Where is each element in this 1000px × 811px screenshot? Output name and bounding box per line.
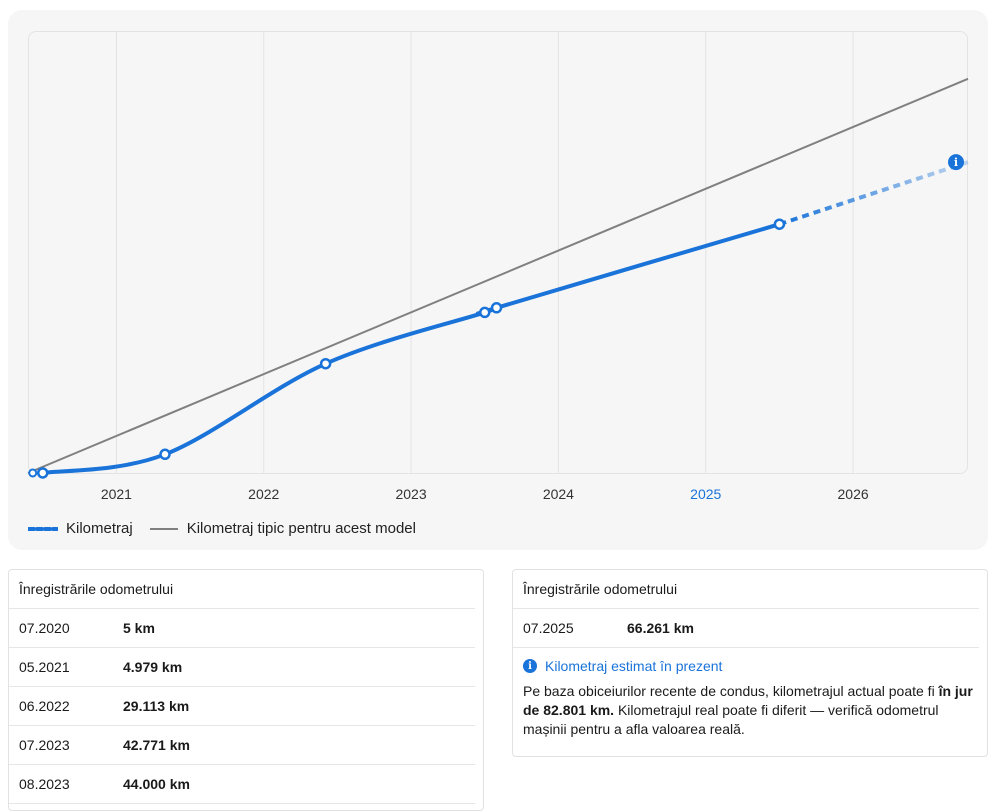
record-date: 08.2023: [19, 776, 70, 792]
record-km: 66.261 km: [627, 620, 694, 636]
record-km: 29.113 km: [123, 698, 190, 714]
x-tick-label-2024: 2024: [543, 486, 574, 502]
info-icon: [948, 154, 964, 171]
table-row: 07.2020 5 km: [9, 609, 475, 648]
record-date: 07.2023: [19, 737, 70, 753]
estimate-text-2: Kilometrajul real poate fi diferit — ver…: [523, 702, 939, 737]
info-icon: i: [523, 659, 537, 673]
record-date: 07.2020: [19, 620, 70, 636]
legend-solid-swatch: [149, 527, 178, 530]
table-row: 06.2022 29.113 km: [9, 687, 475, 726]
record-date: 05.2021: [19, 659, 70, 675]
x-tick-label-2021: 2021: [101, 486, 132, 502]
estimate-text-1: Pe baza obiceiurilor recente de condus, …: [523, 683, 939, 699]
data-point-0: [36, 467, 49, 479]
record-km: 42.771 km: [123, 737, 190, 753]
data-point-4: [490, 302, 503, 314]
record-km: 4.979 km: [123, 659, 183, 675]
data-point-start: [28, 468, 38, 478]
record-date: 06.2022: [19, 698, 70, 714]
legend-label-actual: Kilometraj: [66, 520, 133, 537]
x-tick-label-2023: 2023: [395, 486, 426, 502]
table-row: 07.2023 42.771 km: [9, 726, 475, 765]
x-tick-label-2026: 2026: [838, 486, 869, 502]
legend-item-typical[interactable]: Kilometraj tipic pentru acest model: [149, 520, 416, 537]
data-point-2: [319, 357, 332, 370]
record-km: 44.000 km: [123, 776, 190, 792]
typical-mileage-line: [27, 77, 969, 474]
table-row: 08.2023 44.000 km: [9, 765, 475, 804]
chart-legend: Kilometraj Kilometraj tipic pentru acest…: [28, 520, 432, 537]
mileage-chart: i 2021 2022 2023 2024 2025 2026: [27, 31, 969, 502]
legend-item-actual[interactable]: Kilometraj: [28, 520, 133, 537]
card-title: Înregistrările odometrului: [513, 570, 979, 609]
record-date: 07.2025: [523, 620, 574, 636]
odometer-records-card-left: Înregistrările odometrului 07.2020 5 km 05…: [8, 569, 484, 811]
estimate-value: în jur de 82.801 km.: [523, 683, 973, 718]
estimate-title: Kilometraj estimat în prezent: [545, 658, 723, 674]
estimate-description: Pe baza obiceiurilor recente de condus, …: [513, 674, 987, 739]
estimate-info-marker: i: [948, 154, 964, 171]
x-tick-label-2025: 2025: [690, 486, 721, 502]
table-row: 07.2025 66.261 km: [513, 609, 979, 648]
chart-card: [8, 10, 988, 550]
data-point-5: [773, 218, 786, 230]
estimated-mileage-line: [778, 160, 969, 227]
odometer-records-card-right: Înregistrările odometrului 07.2025 66.261…: [512, 569, 988, 757]
data-point-3: [478, 306, 491, 319]
data-point-1: [159, 448, 171, 461]
record-km: 5 km: [123, 620, 155, 636]
x-tick-label-2022: 2022: [248, 486, 279, 502]
info-icon-glyph: i: [954, 156, 958, 169]
legend-dashed-swatch: [28, 526, 58, 531]
card-title: Înregistrările odometrului: [9, 570, 475, 609]
legend-label-typical: Kilometraj tipic pentru acest model: [186, 520, 416, 537]
table-row: 05.2021 4.979 km: [9, 648, 475, 687]
estimate-heading[interactable]: i Kilometraj estimat în prezent: [513, 648, 987, 674]
